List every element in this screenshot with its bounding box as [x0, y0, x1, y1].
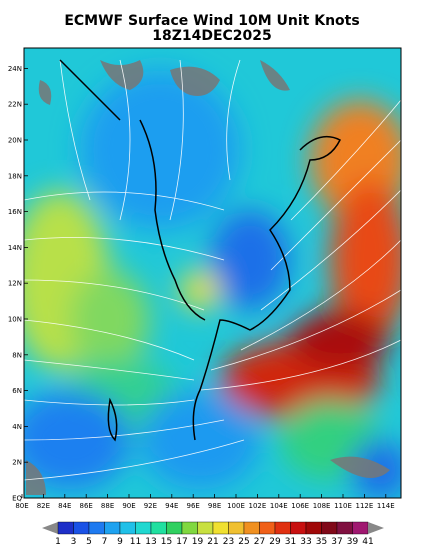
colorbar-label: 37 — [331, 537, 342, 547]
x-tick-label: 88E — [101, 502, 114, 510]
colorbar-arrow-low — [42, 522, 58, 534]
colorbar-label: 23 — [223, 537, 234, 547]
colorbar-swatch — [181, 521, 198, 535]
colorbar-swatch — [88, 521, 105, 535]
y-tick-label: EQ — [12, 495, 22, 503]
colorbar-swatch — [259, 521, 276, 535]
y-tick-label: 24N — [8, 65, 22, 73]
y-tick-label: 8N — [12, 351, 22, 359]
y-tick-label: 18N — [8, 172, 22, 180]
title-line-2: 18Z14DEC2025 — [152, 28, 272, 44]
x-tick-label: 112E — [356, 502, 374, 510]
colorbar-label: 35 — [316, 537, 327, 547]
colorbar-label: 39 — [347, 537, 359, 547]
y-tick-label: 20N — [8, 137, 22, 145]
colorbar-swatch — [274, 521, 291, 535]
colorbar-label: 19 — [192, 537, 204, 547]
colorbar-swatch — [166, 521, 183, 535]
colorbar: 1 3 5 7 9 11 13 15 17 19 21 23 25 27 29 31 33 35 37 39 41 — [42, 521, 384, 547]
colorbar-swatch — [135, 521, 152, 535]
colorbar-swatch — [119, 521, 136, 535]
colorbar-label: 33 — [300, 537, 311, 547]
x-tick-label: 90E — [122, 502, 135, 510]
x-tick-label: 100E — [227, 502, 245, 510]
y-tick-label: 16N — [8, 208, 22, 216]
colorbar-label: 29 — [269, 537, 281, 547]
x-tick-label: 94E — [165, 502, 178, 510]
x-tick-label: 92E — [144, 502, 157, 510]
y-tick-label: 22N — [8, 101, 22, 109]
colorbar-label: 13 — [145, 537, 156, 547]
colorbar-label: 7 — [102, 537, 108, 547]
colorbar-label: 41 — [362, 537, 373, 547]
y-tick-label: 12N — [8, 280, 22, 288]
colorbar-label: 9 — [117, 537, 123, 547]
colorbar-swatch — [212, 521, 229, 535]
x-tick-label: 104E — [270, 502, 288, 510]
colorbar-swatch — [197, 521, 214, 535]
colorbar-swatch — [73, 521, 90, 535]
x-tick-label: 98E — [208, 502, 221, 510]
colorbar-label: 31 — [285, 537, 296, 547]
colorbar-label: 3 — [71, 537, 77, 547]
colorbar-label: 27 — [254, 537, 265, 547]
colorbar-swatch — [336, 521, 353, 535]
colorbar-swatch — [150, 521, 167, 535]
colorbar-label: 11 — [130, 537, 141, 547]
y-tick-label: 6N — [12, 387, 22, 395]
x-tick-label: 84E — [58, 502, 71, 510]
x-tick-label: 108E — [313, 502, 331, 510]
colorbar-label: 17 — [176, 537, 187, 547]
colorbar-arrow-high — [368, 522, 384, 534]
colorbar-label: 1 — [55, 537, 61, 547]
colorbar-label: 5 — [86, 537, 92, 547]
y-tick-label: 2N — [12, 459, 22, 467]
colorbar-label: 15 — [161, 537, 172, 547]
colorbar-swatch — [243, 521, 260, 535]
x-tick-label: 86E — [80, 502, 93, 510]
colorbar-swatch — [57, 521, 74, 535]
colorbar-swatch — [290, 521, 307, 535]
title-line-1: ECMWF Surface Wind 10M Unit Knots — [64, 13, 359, 29]
colorbar-swatch — [321, 521, 338, 535]
y-tick-label: 10N — [8, 316, 22, 324]
colorbar-label: 25 — [238, 537, 249, 547]
x-tick-label: 102E — [249, 502, 267, 510]
y-tick-label: 14N — [8, 244, 22, 252]
map-frame — [23, 47, 402, 499]
wind-field — [24, 48, 401, 498]
colorbar-swatch — [228, 521, 245, 535]
y-tick-label: 4N — [12, 423, 22, 431]
x-tick-label: 96E — [187, 502, 200, 510]
x-tick-label: 110E — [334, 502, 352, 510]
x-tick-label: 114E — [377, 502, 395, 510]
colorbar-swatch — [104, 521, 121, 535]
x-tick-label: 80E — [15, 502, 28, 510]
x-tick-label: 82E — [37, 502, 50, 510]
x-tick-label: 106E — [291, 502, 309, 510]
colorbar-label: 21 — [207, 537, 218, 547]
colorbar-swatch — [305, 521, 322, 535]
colorbar-swatch — [352, 521, 369, 535]
